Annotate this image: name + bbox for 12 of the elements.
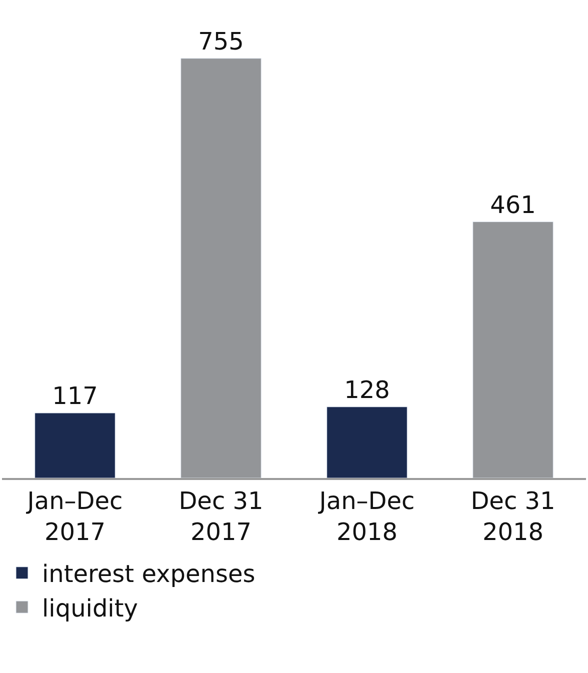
data-label: 755 (198, 27, 244, 56)
bar (34, 412, 116, 478)
data-label: 461 (490, 190, 536, 219)
legend-label: interest expenses (42, 560, 256, 588)
x-tick-label: Jan–Dec 2017 (25, 486, 123, 546)
x-tick-label: Dec 31 2017 (178, 486, 264, 546)
x-tick-label: Jan–Dec 2018 (317, 486, 415, 546)
data-label: 117 (52, 382, 98, 410)
x-tick-label: Dec 31 2018 (470, 486, 556, 546)
bar (326, 406, 408, 478)
legend-label: liquidity (42, 594, 138, 622)
data-label: 128 (344, 376, 390, 404)
